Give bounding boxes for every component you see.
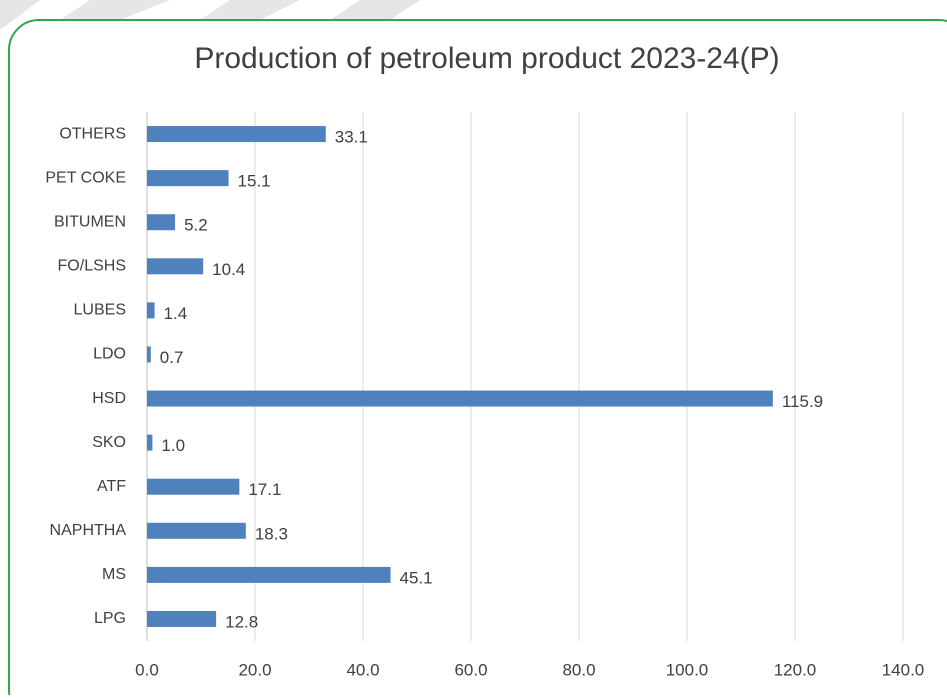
y-tick-label: PET COKE <box>45 169 126 186</box>
data-label: 15.1 <box>238 172 271 191</box>
data-label: 10.4 <box>212 260 245 279</box>
bar <box>147 258 204 275</box>
decor-stripe <box>60 0 170 20</box>
data-label: 45.1 <box>400 568 433 587</box>
data-label: 0.7 <box>160 348 184 367</box>
data-label: 17.1 <box>248 480 281 499</box>
bar <box>147 434 153 451</box>
y-tick-label: LUBES <box>74 302 126 319</box>
x-tick-label: 0.0 <box>135 660 159 679</box>
bar <box>147 478 240 495</box>
data-label: 18.3 <box>255 524 288 543</box>
y-tick-label: LDO <box>93 346 126 363</box>
bar <box>147 126 326 143</box>
data-label: 33.1 <box>335 128 368 147</box>
data-label: 1.4 <box>164 304 188 323</box>
bar <box>147 170 229 187</box>
x-tick-label: 140.0 <box>882 660 925 679</box>
bar <box>147 214 176 231</box>
y-tick-label: SKO <box>92 434 126 451</box>
data-label: 12.8 <box>225 612 258 631</box>
data-label: 5.2 <box>184 216 208 235</box>
x-tick-label: 120.0 <box>774 660 817 679</box>
x-tick-label: 100.0 <box>666 660 709 679</box>
x-tick-label: 80.0 <box>562 660 595 679</box>
x-tick-label: 60.0 <box>454 660 487 679</box>
data-label: 115.9 <box>782 392 823 411</box>
y-tick-label: HSD <box>92 390 126 407</box>
bar <box>147 522 246 539</box>
bar <box>147 302 155 319</box>
data-label: 1.0 <box>161 436 185 455</box>
y-tick-label: FO/LSHS <box>58 258 126 275</box>
y-tick-label: MS <box>102 566 126 583</box>
y-tick-label: LPG <box>94 610 126 627</box>
bar <box>147 346 151 363</box>
y-tick-label: OTHERS <box>59 125 126 142</box>
bar <box>147 566 391 583</box>
x-tick-label: 40.0 <box>346 660 379 679</box>
decor-stripe <box>330 0 420 20</box>
y-tick-label: NAPHTHA <box>50 522 127 539</box>
x-tick-label: 20.0 <box>238 660 271 679</box>
y-tick-label: BITUMEN <box>54 213 126 230</box>
decor-stripe <box>0 0 40 30</box>
chart-title: Production of petroleum product 2023-24(… <box>194 42 779 75</box>
bar <box>147 390 773 407</box>
decor-stripe <box>200 0 300 20</box>
bar <box>147 610 217 627</box>
y-tick-label: ATF <box>97 478 126 495</box>
